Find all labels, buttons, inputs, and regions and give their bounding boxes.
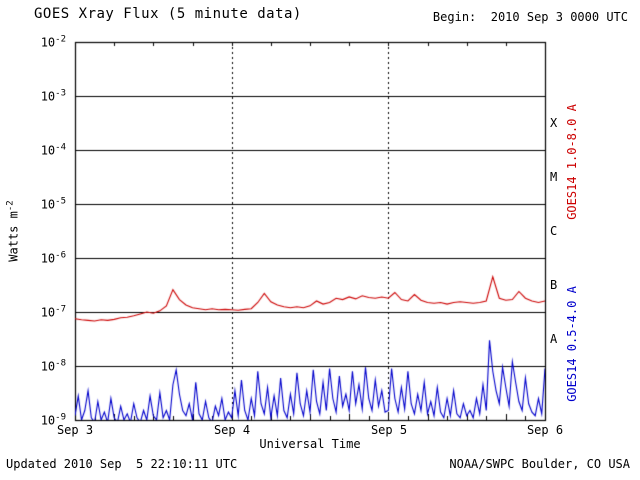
flux-class-label-c: C	[550, 224, 558, 238]
y-tick-label: 10-2	[14, 34, 66, 50]
y-tick-label: 10-4	[14, 142, 66, 158]
tick-base: 10	[40, 197, 56, 212]
tick-exp: -3	[55, 88, 66, 99]
tick-base: 10	[40, 89, 56, 104]
flux-class-label-m: M	[550, 170, 558, 184]
updated-timestamp: Updated 2010 Sep 5 22:10:11 UTC	[6, 457, 238, 471]
tick-base: 10	[40, 305, 56, 320]
y-tick-label: 10-6	[14, 250, 66, 266]
y-tick-label: 10-3	[14, 88, 66, 104]
x-tick-label: Sep 5	[370, 423, 408, 437]
tick-base: 10	[40, 35, 56, 50]
x-tick-label: Sep 4	[213, 423, 251, 437]
tick-base: 10	[40, 359, 56, 374]
flux-class-label-x: X	[550, 116, 558, 130]
y-tick-label: 10-9	[14, 412, 66, 428]
legend-long-channel: GOES14 1.0-8.0 A	[565, 104, 579, 220]
tick-exp: -2	[55, 34, 66, 45]
flux-class-label-a: A	[550, 332, 558, 346]
tick-base: 10	[40, 413, 56, 428]
x-axis-label: Universal Time	[259, 437, 361, 451]
x-tick-label: Sep 3	[56, 423, 94, 437]
y-tick-label: 10-8	[14, 358, 66, 374]
tick-exp: -8	[55, 358, 66, 369]
flux-class-label-b: B	[550, 278, 558, 292]
chart-title: GOES Xray Flux (5 minute data)	[34, 6, 302, 22]
legend-short-channel: GOES14 0.5-4.0 A	[565, 286, 579, 402]
tick-base: 10	[40, 143, 56, 158]
tick-exp: -7	[55, 304, 66, 315]
tick-exp: -9	[55, 412, 66, 423]
y-axis-label: Watts m-2	[5, 200, 21, 262]
source-attribution: NOAA/SWPC Boulder, CO USA	[449, 457, 630, 471]
tick-exp: -4	[55, 142, 66, 153]
begin-time-label: Begin: 2010 Sep 3 0000 UTC	[432, 10, 628, 24]
y-tick-label: 10-7	[14, 304, 66, 320]
tick-exp: -5	[55, 196, 66, 207]
y-tick-label: 10-5	[14, 196, 66, 212]
tick-base: 10	[40, 251, 56, 266]
x-tick-label: Sep 6	[526, 423, 564, 437]
y-axis-label-base: Watts m	[6, 211, 21, 262]
y-axis-label-exp: -2	[5, 200, 16, 212]
tick-exp: -6	[55, 250, 66, 261]
